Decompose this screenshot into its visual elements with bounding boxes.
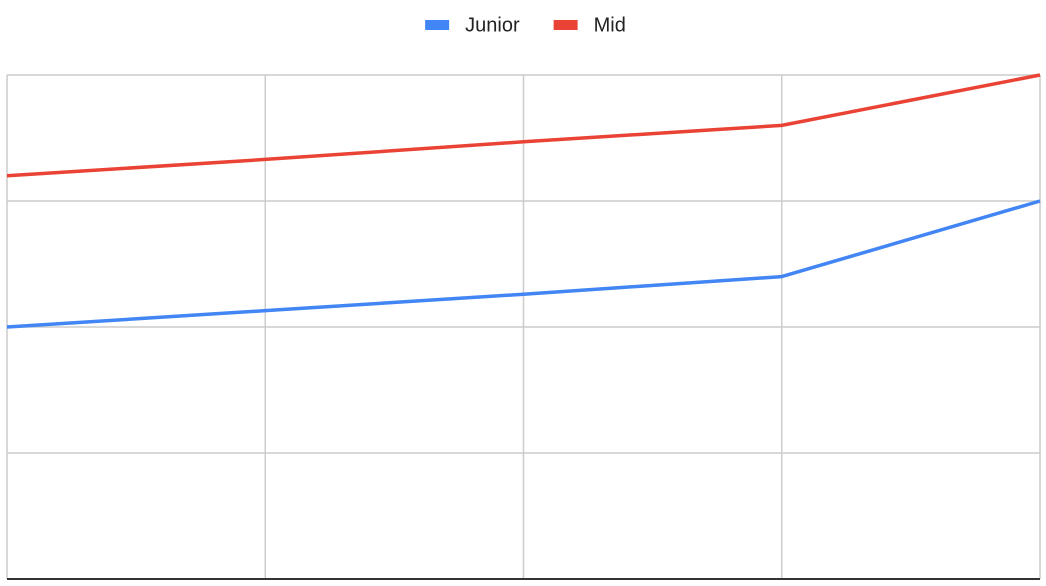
legend: Junior Mid xyxy=(425,14,626,36)
series-line xyxy=(6,199,1041,329)
series-line xyxy=(6,73,1041,178)
legend-label: Junior xyxy=(465,14,520,36)
legend-swatch xyxy=(425,20,450,30)
legend-label: Mid xyxy=(594,14,626,36)
legend-swatch xyxy=(553,20,578,30)
